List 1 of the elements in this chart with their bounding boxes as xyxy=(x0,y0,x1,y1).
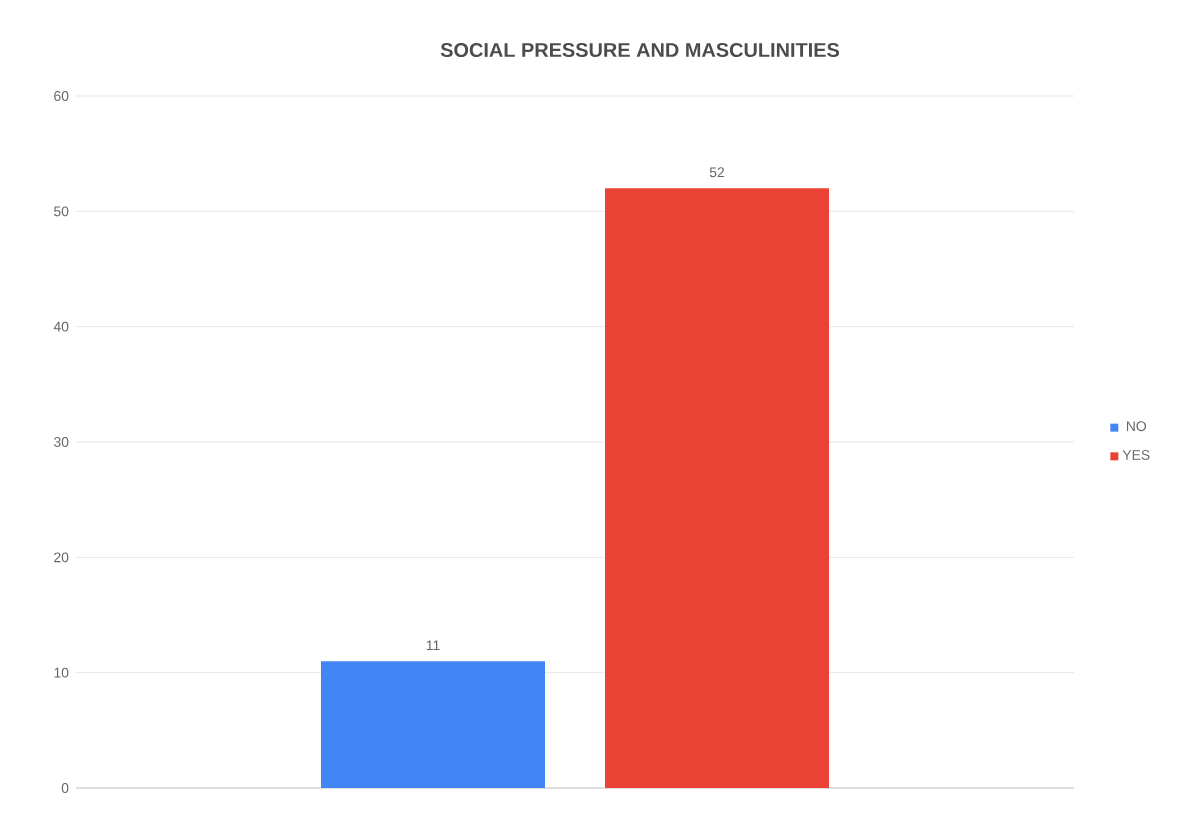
chart-title: SOCIAL PRESSURE AND MASCULINITIES xyxy=(440,42,840,58)
